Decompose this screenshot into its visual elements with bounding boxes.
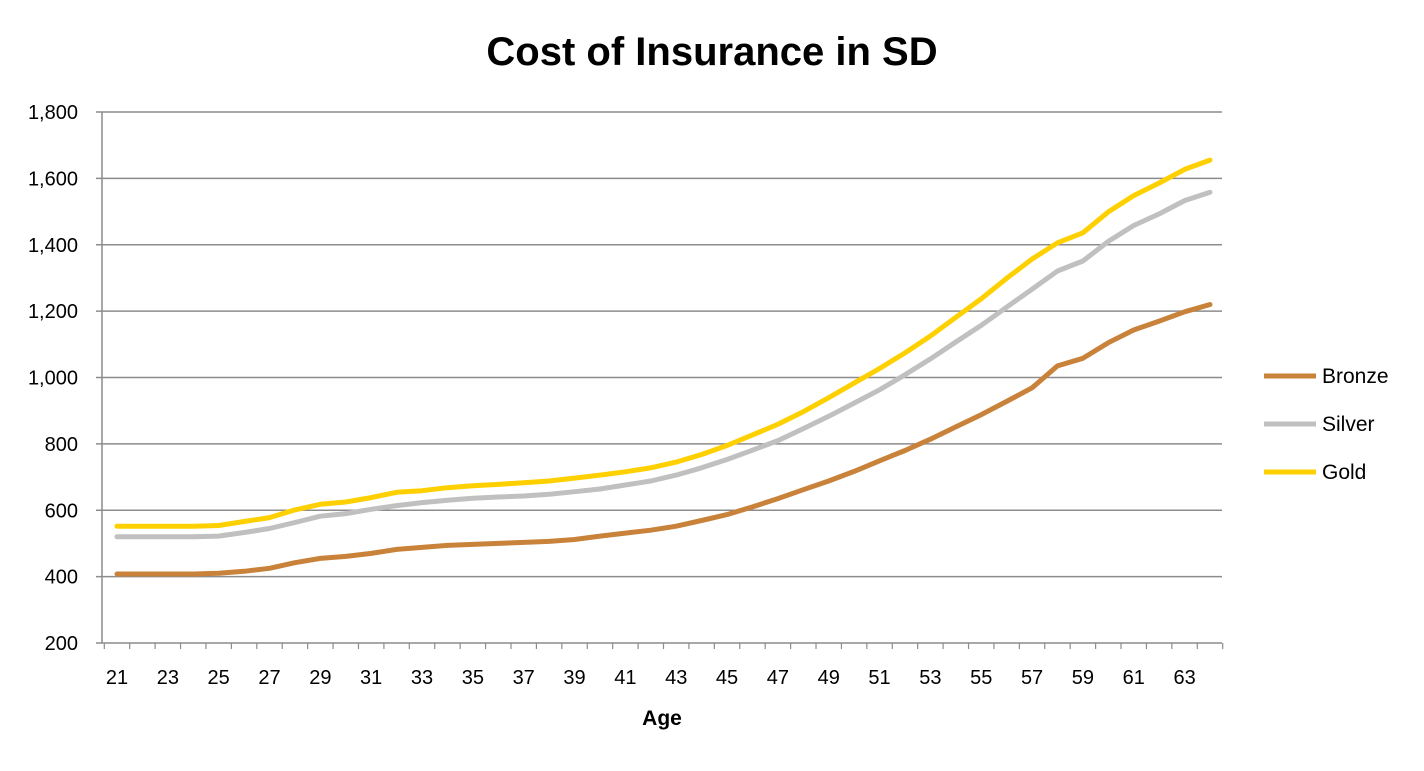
x-tick-label: 51 bbox=[868, 667, 890, 689]
legend: Bronze Silver Gold bbox=[1264, 365, 1389, 484]
series-lines bbox=[114, 157, 1213, 577]
x-tick-label: 25 bbox=[208, 667, 230, 689]
y-tick-label: 1,400 bbox=[28, 235, 78, 257]
x-axis-tick-labels: 21 23 25 27 29 31 33 35 37 39 41 43 45 47 49 51 53 55 57 59… bbox=[106, 667, 1196, 689]
x-tick-label: 53 bbox=[919, 667, 941, 689]
chart-title: Cost of Insurance in SD bbox=[486, 30, 937, 74]
y-tick-label: 600 bbox=[45, 500, 78, 522]
x-tick-label: 43 bbox=[665, 667, 687, 689]
x-tick-label: 57 bbox=[1021, 667, 1043, 689]
axes bbox=[96, 111, 1224, 649]
x-tick-label: 37 bbox=[513, 667, 535, 689]
x-axis-title: Age bbox=[642, 707, 682, 730]
x-tick-label: 55 bbox=[970, 667, 992, 689]
y-axis-tick-labels: 200 400 600 800 1,000 1,200 1,400 1,600 1,800 bbox=[28, 102, 78, 655]
legend-label-gold: Gold bbox=[1322, 461, 1366, 484]
y-tick-label: 1,800 bbox=[28, 102, 78, 124]
y-tick-label: 1,600 bbox=[28, 168, 78, 190]
series-line-silver bbox=[114, 189, 1213, 540]
x-tick-label: 33 bbox=[411, 667, 433, 689]
x-tick-label: 63 bbox=[1173, 667, 1195, 689]
x-tick-label: 35 bbox=[462, 667, 484, 689]
y-tick-label: 200 bbox=[45, 633, 78, 655]
x-tick-label: 29 bbox=[309, 667, 331, 689]
legend-label-silver: Silver bbox=[1322, 413, 1375, 436]
y-tick-label: 1,000 bbox=[28, 368, 78, 390]
y-tick-label: 400 bbox=[45, 567, 78, 589]
x-tick-label: 61 bbox=[1123, 667, 1145, 689]
series-line-bronze bbox=[114, 302, 1213, 577]
y-tick-label: 800 bbox=[45, 434, 78, 456]
y-tick-label: 1,200 bbox=[28, 301, 78, 323]
x-tick-label: 45 bbox=[716, 667, 738, 689]
x-tick-label: 21 bbox=[106, 667, 128, 689]
x-tick-label: 27 bbox=[258, 667, 280, 689]
x-tick-label: 49 bbox=[818, 667, 840, 689]
gridlines bbox=[102, 111, 1222, 578]
x-tick-label: 41 bbox=[614, 667, 636, 689]
legend-label-bronze: Bronze bbox=[1322, 365, 1389, 388]
x-tick-label: 47 bbox=[767, 667, 789, 689]
x-tick-label: 39 bbox=[563, 667, 585, 689]
x-tick-label: 23 bbox=[157, 667, 179, 689]
x-tick-label: 31 bbox=[360, 667, 382, 689]
series-line-gold bbox=[114, 157, 1213, 529]
x-tick-label: 59 bbox=[1072, 667, 1094, 689]
